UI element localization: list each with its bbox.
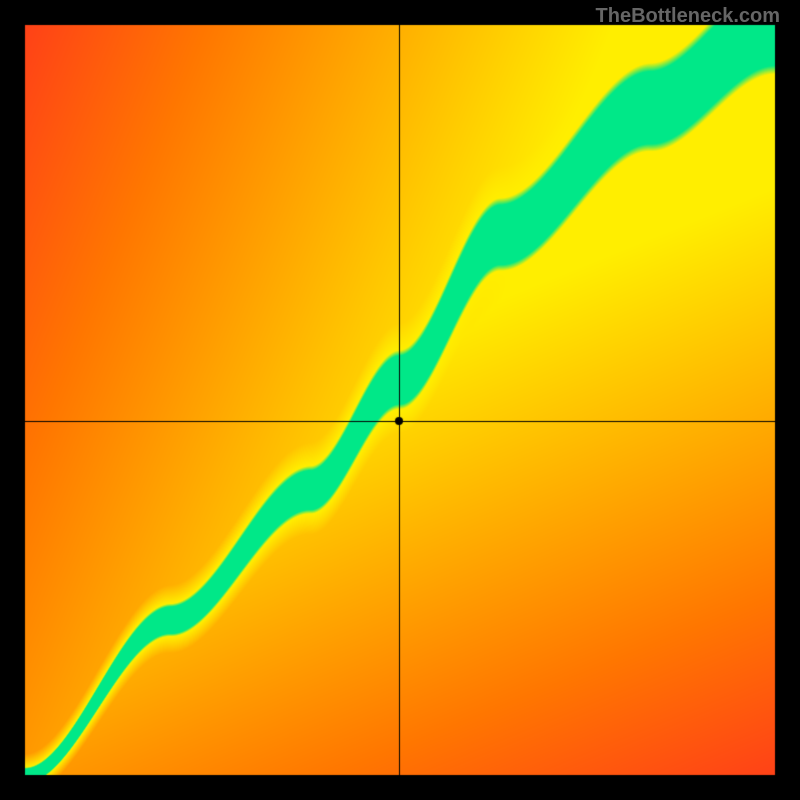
watermark-text: TheBottleneck.com xyxy=(596,5,780,28)
bottleneck-heatmap xyxy=(0,0,800,800)
